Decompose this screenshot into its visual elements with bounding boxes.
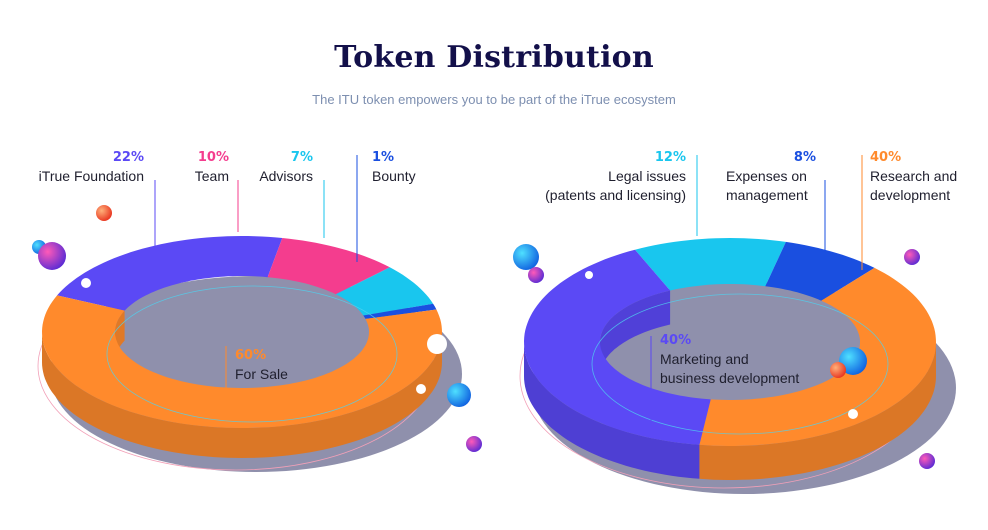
slice-for-sale [42, 295, 442, 428]
slice-itrue-foundation [57, 236, 283, 311]
bubble-decoration [427, 334, 447, 354]
bubble-decoration [904, 249, 920, 265]
bubble-decoration [513, 244, 539, 270]
donut-chart-fund-usage [519, 238, 956, 494]
decorative-ring [106, 285, 398, 423]
label-percent: 1% [372, 150, 395, 165]
bubble-decoration [38, 242, 66, 270]
slice-research-and-development [699, 267, 936, 446]
slice-expenses-on-management [765, 241, 875, 301]
label-text: Marketing and [660, 351, 749, 367]
label-text: Team [194, 168, 229, 184]
label-text: development [870, 187, 951, 203]
outer-wall-research-and-development [699, 342, 936, 480]
outer-wall-marketing-and-business-development [524, 342, 700, 479]
donut-chart-token-allocation [37, 236, 462, 472]
label-text: For Sale [235, 366, 288, 382]
slice-advisors [335, 267, 434, 316]
label-percent: 22% [112, 150, 144, 165]
label-percent: 12% [654, 150, 686, 165]
label-text: (patents and licensing) [545, 187, 686, 203]
slice-marketing-and-business-development [524, 249, 711, 445]
bubble-decoration [839, 347, 867, 375]
label-text: Expenses on [726, 168, 807, 184]
page-title: Token Distribution [334, 40, 654, 75]
label-percent: 40% [660, 333, 692, 348]
label-text: business development [660, 370, 800, 386]
bubble-decoration [830, 362, 846, 378]
label-legal-issues: 12% Legal issues (patents and licensing) [510, 148, 686, 205]
outer-wall-for-sale [42, 332, 442, 458]
inner-wall-marketing-and-business-development [600, 290, 671, 376]
bubble-decoration [919, 453, 935, 469]
decorative-ring [591, 293, 889, 435]
slice-bounty [363, 303, 437, 319]
label-expenses-on-management: 8% Expenses on management [726, 148, 816, 205]
label-marketing-and-business-development: 40% Marketing and business development [660, 331, 820, 388]
bubble-decoration [848, 409, 858, 419]
label-text: Advisors [259, 168, 313, 184]
label-team: 10% Team [150, 148, 229, 186]
bubble-decoration [447, 383, 471, 407]
label-text: management [726, 187, 808, 203]
label-text: Bounty [372, 168, 416, 184]
label-percent: 10% [197, 150, 229, 165]
bubble-decoration [416, 384, 426, 394]
label-research-and-development: 40% Research and development [870, 148, 980, 205]
bubble-decoration [96, 205, 112, 221]
slice-legal-issues-patents-and-licensing [635, 238, 786, 291]
label-percent: 60% [235, 348, 267, 363]
bubble-decoration [528, 267, 544, 283]
label-percent: 8% [793, 150, 816, 165]
label-bounty: 1% Bounty [372, 148, 462, 186]
label-text: Legal issues [608, 168, 686, 184]
label-percent: 7% [290, 150, 313, 165]
label-itrue-foundation: 22% iTrue Foundation [20, 148, 144, 186]
label-for-sale: 60% For Sale [235, 346, 335, 384]
bubble-decoration [585, 271, 593, 279]
label-text: iTrue Foundation [38, 168, 144, 184]
slice-team [267, 238, 390, 295]
bubble-decoration [81, 278, 91, 288]
label-percent: 40% [870, 150, 902, 165]
page-subtitle: The ITU token empowers you to be part of… [312, 92, 676, 107]
label-text: Research and [870, 168, 958, 184]
bubble-decoration [466, 436, 482, 452]
decorative-bubbles [32, 155, 935, 469]
label-advisors: 7% Advisors [232, 148, 313, 186]
